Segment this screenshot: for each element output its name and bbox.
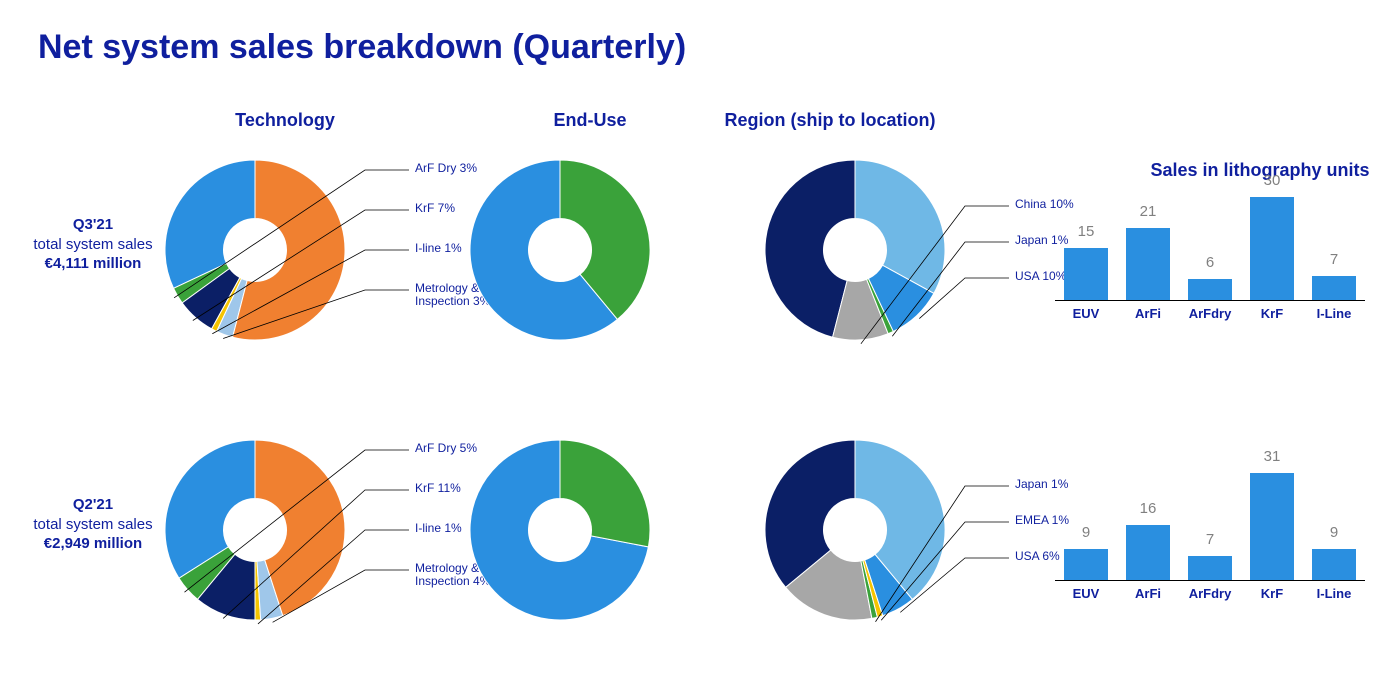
bar-value-i-line: 9 [1303,524,1365,541]
bar-axis [1055,300,1365,301]
bar-value-euv: 15 [1055,223,1117,240]
bar-krf: 31 [1241,470,1303,580]
bar-category-i-line: I-Line [1303,306,1365,321]
row-label-q2: Q2'21 total system sales €2,949 million [18,495,168,554]
bar-value-arfdry: 7 [1179,531,1241,548]
bar-arfi: 21 [1117,190,1179,300]
bar-category-arfdry: ArFdry [1179,586,1241,601]
bar-value-arfdry: 6 [1179,254,1241,271]
donut-q3-technology [160,155,350,345]
bar-arfdry: 7 [1179,470,1241,580]
bar-i-line: 7 [1303,190,1365,300]
bar-value-euv: 9 [1055,524,1117,541]
bar-value-arfi: 16 [1117,500,1179,517]
quarter-code: Q2'21 [18,495,168,515]
bar-rect-euv [1064,248,1107,300]
donut-q3-region [760,155,950,345]
row-line3: €4,111 million [18,254,168,274]
bar-axis [1055,580,1365,581]
bar-category-euv: EUV [1055,586,1117,601]
bar-rect-euv [1064,549,1107,580]
column-header-region: Region (ship to location) [700,110,960,131]
row-label-q3: Q3'21 total system sales €4,111 million [18,215,168,274]
bar-value-krf: 31 [1241,448,1303,465]
page-title: Net system sales breakdown (Quarterly) [38,28,686,67]
bar-euv: 9 [1055,470,1117,580]
donut-q3-enduse [465,155,655,345]
row-line3: €2,949 million [18,534,168,554]
bar-rect-i-line [1312,549,1355,580]
slice-memory [560,440,650,547]
slice-arfi [165,160,255,288]
bar-category-arfi: ArFi [1117,306,1179,321]
bar-rect-arfi [1126,525,1169,580]
bar-euv: 15 [1055,190,1117,300]
bar-value-i-line: 7 [1303,251,1365,268]
slice-ext-label-usa: USA 6% [1015,550,1060,563]
bar-rect-arfi [1126,228,1169,300]
bar-category-krf: KrF [1241,586,1303,601]
bar-chart-q3: 15EUV21ArFi6ArFdry30KrF7I-Line [1055,190,1365,300]
bar-rect-arfdry [1188,279,1231,300]
bar-arfdry: 6 [1179,190,1241,300]
bar-rect-arfdry [1188,556,1231,580]
bar-chart-q2: 9EUV16ArFi7ArFdry31KrF9I-Line [1055,470,1365,580]
slice-ext-label-i-line: I-line 1% [415,242,462,255]
slice-south-korea [855,160,945,293]
bar-i-line: 9 [1303,470,1365,580]
bar-category-arfdry: ArFdry [1179,306,1241,321]
bar-krf: 30 [1241,190,1303,300]
donut-q2-technology [160,435,350,625]
column-header-enduse: End-Use [460,110,720,131]
bar-rect-i-line [1312,276,1355,300]
quarter-code: Q3'21 [18,215,168,235]
slice-ext-label-krf: KrF 11% [415,482,461,495]
bar-category-euv: EUV [1055,306,1117,321]
bar-category-arfi: ArFi [1117,586,1179,601]
bar-rect-krf [1250,197,1293,300]
bar-category-krf: KrF [1241,306,1303,321]
bar-arfi: 16 [1117,470,1179,580]
bar-rect-krf [1250,473,1293,580]
slice-ext-label-i-line: I-line 1% [415,522,462,535]
row-line2: total system sales [18,235,168,255]
bar-value-krf: 30 [1241,172,1303,189]
donut-q2-region [760,435,950,625]
bar-value-arfi: 21 [1117,203,1179,220]
column-header-technology: Technology [155,110,415,131]
slice-arfi [165,440,255,578]
row-line2: total system sales [18,515,168,535]
donut-q2-enduse [465,435,655,625]
bar-category-i-line: I-Line [1303,586,1365,601]
slice-ext-label-krf: KrF 7% [415,202,455,215]
